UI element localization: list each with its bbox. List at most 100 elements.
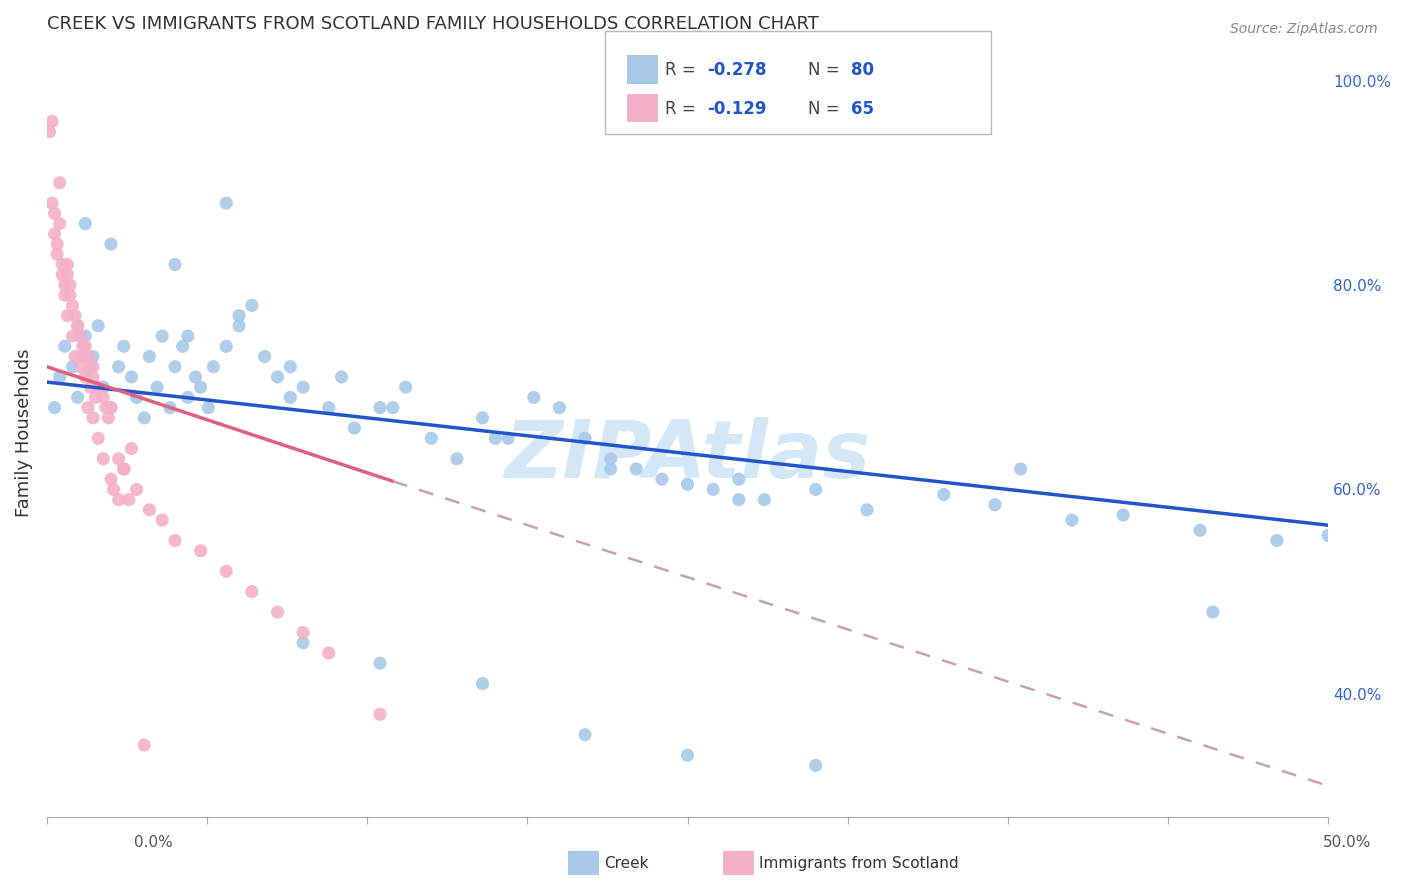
Point	[66, 318, 89, 333]
Text: Source: ZipAtlas.com: Source: ZipAtlas.com	[1230, 22, 1378, 37]
Point	[177, 391, 200, 405]
Point	[46, 237, 69, 252]
Point	[77, 401, 100, 415]
Point	[75, 339, 97, 353]
Point	[134, 410, 156, 425]
Point	[496, 431, 519, 445]
Point	[112, 339, 135, 353]
Point	[75, 329, 97, 343]
Y-axis label: Family Households: Family Households	[15, 349, 32, 517]
Point	[100, 237, 122, 252]
Point	[150, 513, 173, 527]
Point	[292, 380, 315, 394]
Point	[1010, 462, 1032, 476]
Point	[100, 401, 122, 415]
Point	[82, 370, 104, 384]
Point	[278, 359, 301, 374]
Point	[471, 410, 494, 425]
Point	[702, 483, 724, 497]
Point	[395, 380, 418, 394]
Point	[599, 451, 621, 466]
Point	[38, 125, 60, 139]
Point	[318, 646, 340, 660]
Point	[41, 114, 63, 128]
Point	[125, 391, 148, 405]
Point	[471, 676, 494, 690]
Text: 65: 65	[851, 100, 873, 118]
Point	[72, 350, 94, 364]
Point	[53, 288, 76, 302]
Point	[754, 492, 776, 507]
Point	[44, 227, 66, 241]
Point	[53, 277, 76, 292]
Point	[727, 492, 749, 507]
Text: 80: 80	[851, 62, 873, 79]
Point	[87, 431, 110, 445]
Point	[97, 410, 120, 425]
Point	[53, 339, 76, 353]
Point	[651, 472, 673, 486]
Point	[51, 258, 73, 272]
Point	[484, 431, 506, 445]
Point	[163, 533, 186, 548]
Point	[856, 503, 879, 517]
Point	[1265, 533, 1288, 548]
Text: Creek: Creek	[605, 856, 650, 871]
Point	[330, 370, 353, 384]
Point	[523, 391, 546, 405]
Text: Immigrants from Scotland: Immigrants from Scotland	[759, 856, 959, 871]
Point	[420, 431, 443, 445]
Point	[103, 483, 125, 497]
Point	[184, 370, 207, 384]
Text: R =: R =	[665, 62, 702, 79]
Point	[278, 391, 301, 405]
Point	[215, 564, 238, 578]
Point	[727, 472, 749, 486]
Point	[75, 370, 97, 384]
Point	[82, 410, 104, 425]
Point	[381, 401, 404, 415]
Point	[44, 401, 66, 415]
Point	[46, 247, 69, 261]
Point	[62, 298, 84, 312]
Point	[125, 483, 148, 497]
Point	[932, 487, 955, 501]
Point	[100, 401, 122, 415]
Point	[240, 584, 263, 599]
Point	[1202, 605, 1225, 619]
Point	[1188, 524, 1211, 538]
Point	[626, 462, 648, 476]
Point	[100, 472, 122, 486]
Point	[804, 758, 827, 772]
Point	[118, 492, 141, 507]
Text: 50.0%: 50.0%	[1323, 836, 1371, 850]
Point	[87, 318, 110, 333]
Point	[44, 206, 66, 220]
Point	[343, 421, 366, 435]
Point	[87, 380, 110, 394]
Point	[62, 329, 84, 343]
Point	[163, 258, 186, 272]
Point	[197, 401, 219, 415]
Point	[215, 339, 238, 353]
Point	[66, 318, 89, 333]
Point	[177, 329, 200, 343]
Point	[292, 636, 315, 650]
Point	[112, 462, 135, 476]
Point	[82, 350, 104, 364]
Point	[1060, 513, 1083, 527]
Point	[228, 318, 250, 333]
Text: CREEK VS IMMIGRANTS FROM SCOTLAND FAMILY HOUSEHOLDS CORRELATION CHART: CREEK VS IMMIGRANTS FROM SCOTLAND FAMILY…	[46, 15, 818, 33]
Point	[66, 391, 89, 405]
Text: ZIPAtlas: ZIPAtlas	[505, 417, 870, 495]
Point	[163, 359, 186, 374]
Point	[240, 298, 263, 312]
Text: -0.278: -0.278	[707, 62, 766, 79]
Point	[676, 748, 699, 763]
Point	[1112, 508, 1135, 522]
Point	[48, 217, 70, 231]
Point	[77, 350, 100, 364]
Point	[292, 625, 315, 640]
Point	[215, 196, 238, 211]
Point	[48, 176, 70, 190]
